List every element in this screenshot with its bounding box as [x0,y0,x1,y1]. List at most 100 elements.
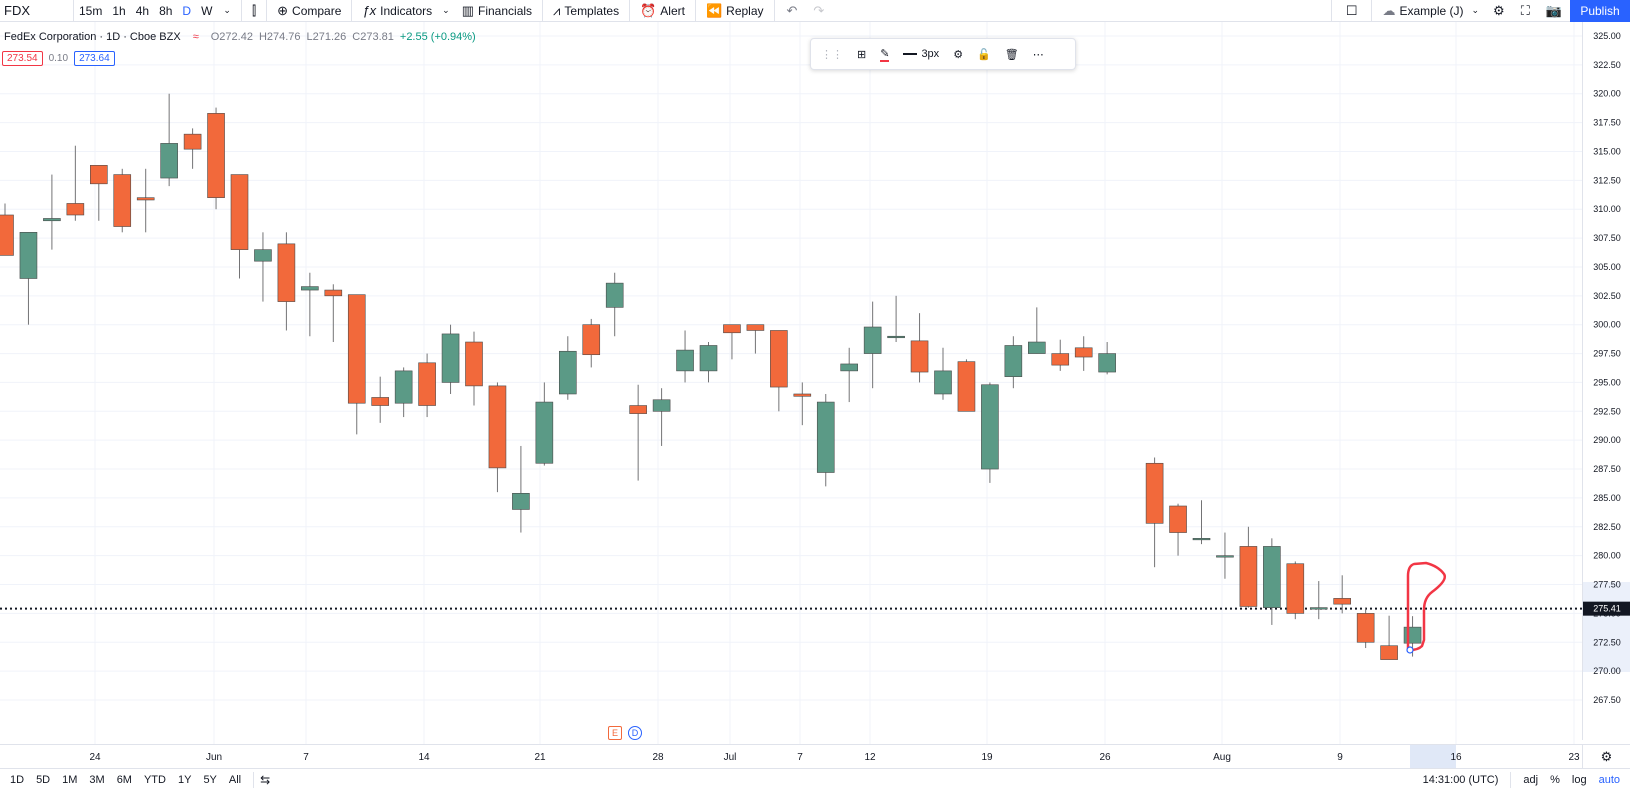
undo-icon[interactable]: ↶ [786,2,798,18]
range-5y[interactable]: 5Y [203,774,217,786]
range-1d[interactable]: 1D [10,774,25,786]
candle[interactable] [160,93,178,187]
line-width-button[interactable]: 3px [903,48,939,60]
interval-8h[interactable]: 8h [159,3,173,18]
candle[interactable] [0,203,14,256]
alert-button[interactable]: ⏰ Alert [640,2,685,18]
earnings-event-icon[interactable]: E [608,726,622,740]
candle[interactable] [957,359,976,412]
candle[interactable] [816,393,835,487]
candle[interactable] [19,232,38,325]
interval-w[interactable]: W [201,3,213,18]
candle[interactable] [301,272,319,337]
candle[interactable] [605,272,624,337]
fullscreen-square-icon[interactable]: ☐ [1345,2,1358,18]
clock-time[interactable]: 14:31:00 (UTC) [1422,774,1499,786]
candle[interactable] [43,174,61,250]
drag-handle-icon[interactable]: ⋮⋮ [821,48,843,61]
range-6m[interactable]: 6M [116,774,132,786]
candle[interactable] [1356,607,1375,649]
range-1y[interactable]: 1Y [177,774,192,786]
candles-chart-type-icon[interactable]: ⫿ [251,2,257,18]
redo-icon[interactable]: ↷ [813,2,825,18]
interval-d[interactable]: D [182,3,192,18]
candle[interactable] [136,168,155,233]
lock-icon[interactable]: 🔓 [977,48,991,61]
candle[interactable] [699,342,718,383]
candle[interactable] [1074,336,1093,371]
candle[interactable] [371,376,390,423]
symbol-title[interactable]: FedEx Corporation · 1D · Cboe BZX [4,31,181,43]
ask-badge[interactable]: 273.64 [74,51,115,66]
candle[interactable] [1098,342,1116,375]
candle[interactable] [113,168,132,233]
candle[interactable] [230,174,249,279]
candle[interactable] [676,330,694,383]
candle[interactable] [394,367,413,418]
date-range-icon[interactable]: ⇆ [260,773,271,787]
compare-button[interactable]: ⊕ Compare [277,2,342,18]
symbol-search[interactable]: FDX [0,0,74,22]
candle[interactable] [558,336,577,400]
time-scale[interactable]: 24 Jun 7 14 21 28 Jul 7 12 19 26 Aug 9 16 23 [0,744,1630,769]
template-icon[interactable]: ⊞ [857,48,867,61]
candle[interactable] [1051,339,1070,371]
candle[interactable] [934,347,952,400]
candle[interactable] [465,331,483,406]
replay-button[interactable]: ⏪ Replay [705,2,764,18]
dividend-event-icon[interactable]: D [628,726,642,740]
candle[interactable] [488,382,507,493]
candle[interactable] [652,388,671,446]
candle[interactable] [535,382,554,466]
candle[interactable] [1380,615,1398,660]
candle[interactable] [582,318,601,368]
candle[interactable] [1028,307,1046,354]
auto-toggle[interactable]: auto [1598,774,1620,786]
candle[interactable] [1169,503,1187,556]
publish-button[interactable]: Publish [1570,0,1630,22]
candle[interactable] [512,445,530,533]
log-toggle[interactable]: log [1571,774,1587,786]
layout-button[interactable]: ☁ Example (J) ⌄ [1382,2,1480,18]
candle[interactable] [254,232,272,302]
candle[interactable] [1004,336,1023,389]
candle[interactable] [66,145,85,221]
indicators-button[interactable]: ƒx Indicators ⌄ [362,3,450,18]
bid-badge[interactable]: 273.54 [2,51,43,66]
interval-1h[interactable]: 1h [112,3,126,18]
candle[interactable] [840,347,859,403]
interval-15m[interactable]: 15m [79,3,103,18]
candle[interactable] [723,324,741,360]
gear-icon[interactable]: ⚙ [1600,748,1613,764]
candle[interactable] [1216,532,1234,579]
candle[interactable] [324,284,343,343]
candle[interactable] [793,382,812,426]
camera-icon[interactable]: 📷 [1545,2,1562,18]
range-5d[interactable]: 5D [36,774,51,786]
chart-pane[interactable] [0,22,1582,744]
candle[interactable] [207,107,225,210]
candle[interactable] [887,295,905,343]
candle[interactable] [1333,575,1351,614]
candle[interactable] [1145,457,1164,568]
adj-toggle[interactable]: adj [1523,774,1539,786]
candle[interactable] [981,382,999,483]
price-scale[interactable]: 325.00 322.50 320.00 317.50 315.00 312.50 310.… [1582,22,1630,740]
reload-icon[interactable]: ≈ [192,31,199,43]
candle[interactable] [277,232,296,331]
chevron-down-icon[interactable]: ⌄ [223,5,231,15]
settings-corner[interactable]: ⚙ [1582,744,1630,768]
pencil-color-icon[interactable]: ✎ [880,47,890,62]
candle[interactable] [347,294,366,435]
more-icon[interactable]: ⋯ [1032,48,1044,61]
candle[interactable] [441,324,460,394]
candle[interactable] [863,301,882,389]
range-3m[interactable]: 3M [89,774,105,786]
range-1m[interactable]: 1M [62,774,78,786]
candle[interactable] [1286,561,1305,620]
candle[interactable] [1192,500,1211,545]
percent-toggle[interactable]: % [1550,774,1560,786]
candle[interactable] [629,384,647,481]
candle[interactable] [1309,581,1328,620]
candle[interactable] [910,313,929,383]
